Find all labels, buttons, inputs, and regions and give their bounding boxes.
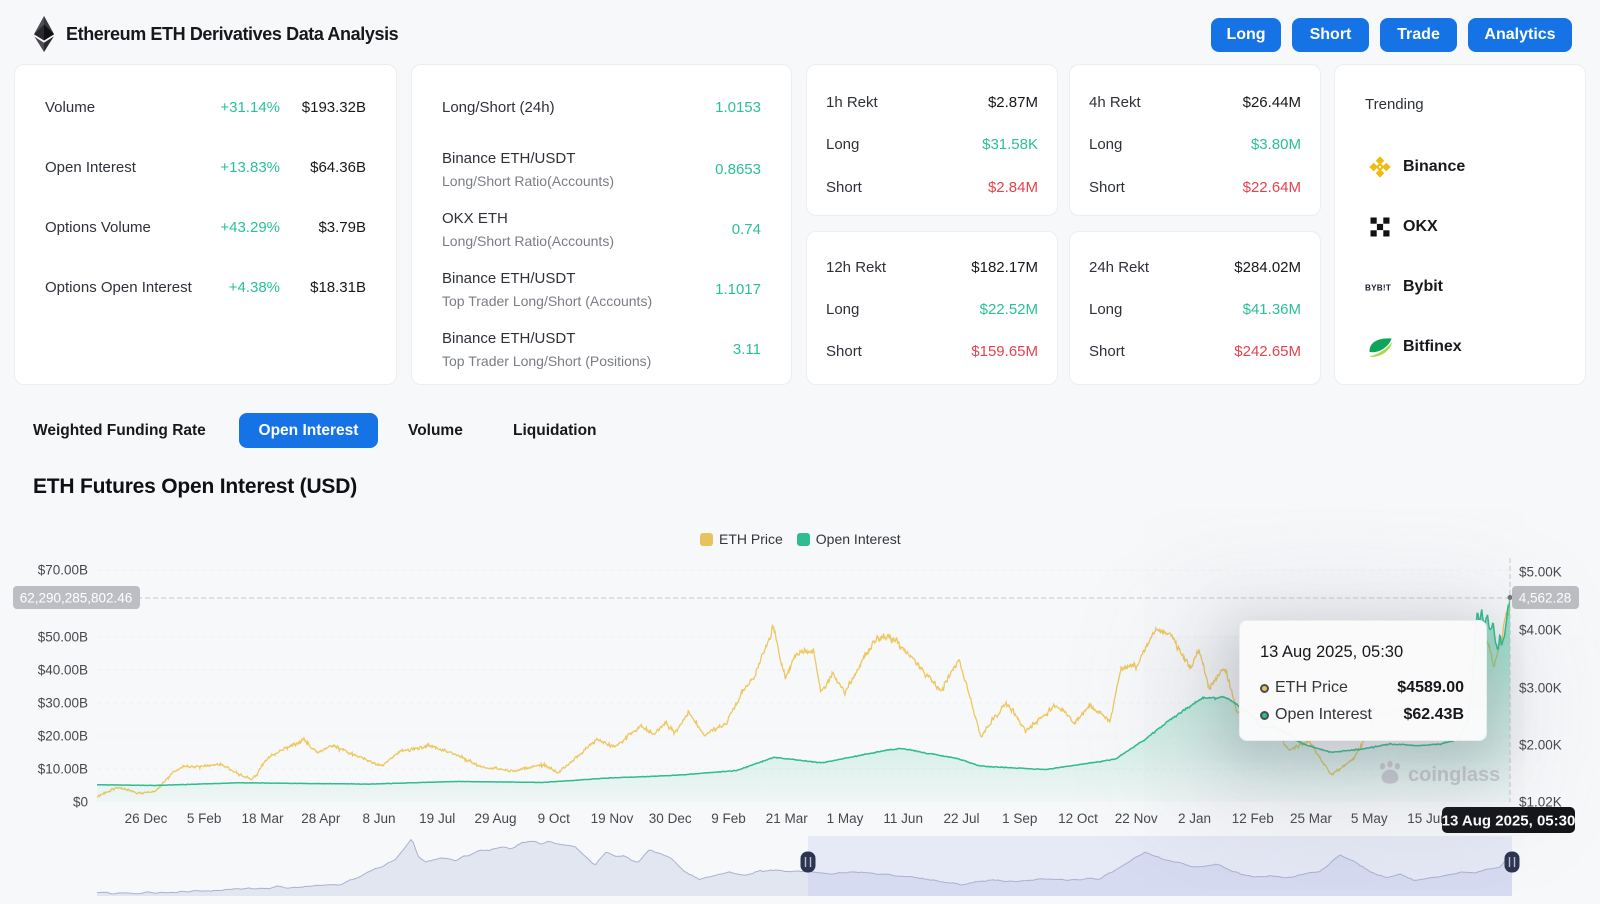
svg-text:$2.00K: $2.00K	[1519, 738, 1562, 753]
svg-text:8 Jun: 8 Jun	[362, 811, 395, 826]
svg-text:$70.00B: $70.00B	[38, 563, 88, 578]
svg-text:19 Jul: 19 Jul	[419, 811, 455, 826]
svg-text:29 Aug: 29 Aug	[474, 811, 516, 826]
svg-text:9 Feb: 9 Feb	[711, 811, 746, 826]
svg-text:1 May: 1 May	[827, 811, 864, 826]
svg-text:5 Feb: 5 Feb	[187, 811, 222, 826]
svg-text:$3.00K: $3.00K	[1519, 681, 1562, 696]
svg-text:15 Jun: 15 Jun	[1407, 811, 1448, 826]
svg-text:$50.00B: $50.00B	[38, 630, 88, 645]
svg-text:$30.00B: $30.00B	[38, 696, 88, 711]
svg-text:$5.00K: $5.00K	[1519, 565, 1562, 580]
svg-text:coinglass: coinglass	[1408, 764, 1500, 786]
svg-text:$10.00B: $10.00B	[38, 762, 88, 777]
svg-text:5 May: 5 May	[1351, 811, 1388, 826]
svg-text:18 Mar: 18 Mar	[241, 811, 284, 826]
svg-text:1 Sep: 1 Sep	[1002, 811, 1037, 826]
svg-text:30 Dec: 30 Dec	[649, 811, 692, 826]
svg-text:9 Oct: 9 Oct	[538, 811, 571, 826]
svg-text:28 Apr: 28 Apr	[301, 811, 341, 826]
svg-text:62,290,285,802.46: 62,290,285,802.46	[20, 591, 133, 606]
svg-text:$20.00B: $20.00B	[38, 729, 88, 744]
svg-text:21 Mar: 21 Mar	[766, 811, 809, 826]
svg-text:12 Oct: 12 Oct	[1058, 811, 1098, 826]
svg-text:BYB!T: BYB!T	[1365, 284, 1391, 293]
svg-text:22 Nov: 22 Nov	[1115, 811, 1158, 826]
svg-text:11 Jun: 11 Jun	[883, 811, 923, 826]
svg-text:2 Jan: 2 Jan	[1178, 811, 1211, 826]
svg-text:13 Aug 2025, 05:30: 13 Aug 2025, 05:30	[1442, 813, 1576, 830]
svg-text:$40.00B: $40.00B	[38, 663, 88, 678]
svg-text:12 Feb: 12 Feb	[1232, 811, 1274, 826]
svg-text:$1.02K: $1.02K	[1519, 795, 1562, 810]
svg-text:$0: $0	[73, 795, 88, 810]
svg-text:22 Jul: 22 Jul	[943, 811, 979, 826]
svg-text:4,562.28: 4,562.28	[1519, 591, 1572, 606]
svg-text:26 Dec: 26 Dec	[125, 811, 168, 826]
svg-text:25 Mar: 25 Mar	[1290, 811, 1333, 826]
svg-text:$4.00K: $4.00K	[1519, 623, 1562, 638]
svg-text:19 Nov: 19 Nov	[591, 811, 634, 826]
